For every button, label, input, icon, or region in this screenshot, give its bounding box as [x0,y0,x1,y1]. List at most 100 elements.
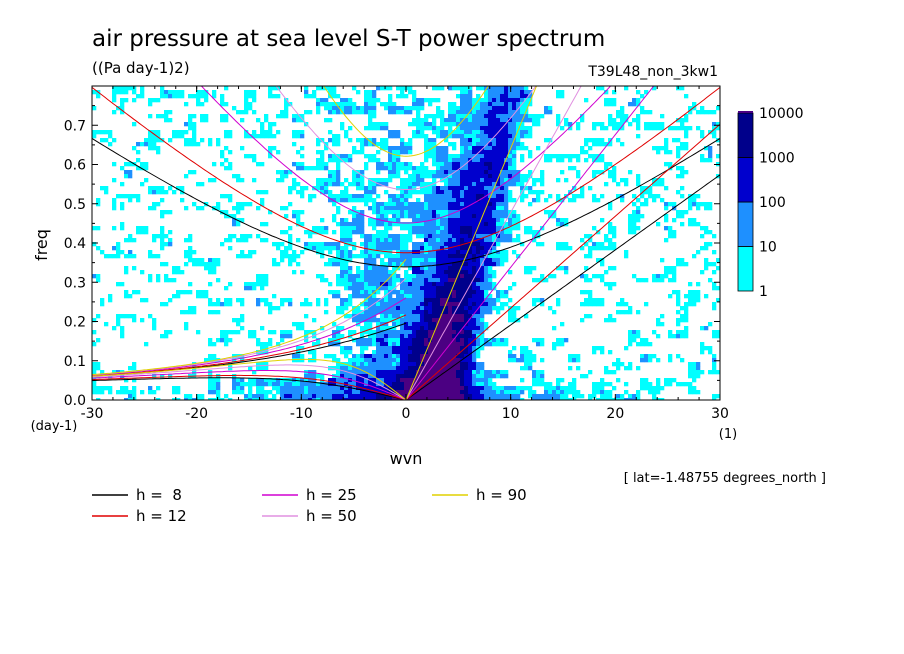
heatmap-cell [156,202,161,207]
heatmap-cell [444,274,449,279]
heatmap-cell [320,278,325,283]
heatmap-cell [444,210,449,215]
heatmap-cell [320,150,325,155]
heatmap-cell [336,390,341,395]
heatmap-cell [428,366,433,371]
heatmap-cell [504,182,509,187]
heatmap-cell [596,122,601,127]
heatmap-cell [356,186,361,191]
heatmap-cell [312,378,317,383]
heatmap-cell [492,150,497,155]
heatmap-cell [420,278,425,283]
heatmap-cell [280,250,285,255]
heatmap-cell [528,154,533,159]
heatmap-cell [372,374,377,379]
heatmap-cell [360,302,365,307]
heatmap-cell [216,206,221,211]
heatmap-cell [364,294,369,299]
heatmap-cell [188,398,193,400]
heatmap-cell [472,194,477,199]
heatmap-cell [452,122,457,127]
heatmap-cell [384,126,389,131]
heatmap-cell [708,370,713,375]
heatmap-cell [508,138,513,143]
heatmap-cell [476,154,481,159]
heatmap-cell [332,158,337,163]
heatmap-cell [488,258,493,263]
heatmap-cell [100,298,105,303]
heatmap-cell [368,98,373,103]
heatmap-cell [692,202,697,207]
heatmap-cell [492,122,497,127]
heatmap-cell [264,130,269,135]
heatmap-cell [648,122,653,127]
heatmap-cell [460,194,465,199]
heatmap-cell [328,170,333,175]
heatmap-cell [376,282,381,287]
heatmap-cell [408,202,413,207]
heatmap-cell [496,198,501,203]
heatmap-cell [420,338,425,343]
heatmap-cell [404,234,409,239]
heatmap-cell [404,390,409,395]
heatmap-cell [328,106,333,111]
heatmap-cell [172,398,177,400]
heatmap-cell [452,162,457,167]
heatmap-cell [228,166,233,171]
heatmap-cell [96,390,101,395]
heatmap-cell [380,266,385,271]
heatmap-cell [452,246,457,251]
heatmap-cell [160,214,165,219]
heatmap-cell [464,94,469,99]
heatmap-cell [460,130,465,135]
heatmap-cell [428,226,433,231]
heatmap-cell [92,130,97,135]
heatmap-cell [552,326,557,331]
heatmap-cell [296,162,301,167]
heatmap-cell [160,86,165,91]
heatmap-cell [460,206,465,211]
heatmap-cell [400,202,405,207]
heatmap-cell [204,290,209,295]
heatmap-cell [412,134,417,139]
heatmap-cell [488,202,493,207]
heatmap-cell [584,266,589,271]
heatmap-cell [384,218,389,223]
heatmap-cell [424,326,429,331]
heatmap-cell [160,262,165,267]
heatmap-cell [448,122,453,127]
heatmap-cell [696,126,701,131]
heatmap-cell [324,298,329,303]
heatmap-cell [452,358,457,363]
heatmap-cell [356,318,361,323]
heatmap-cell [376,202,381,207]
heatmap-cell [676,214,681,219]
heatmap-cell [312,398,317,400]
heatmap-cell [476,330,481,335]
heatmap-cell [128,390,133,395]
heatmap-cell [336,182,341,187]
heatmap-cell [640,358,645,363]
heatmap-cell [332,102,337,107]
heatmap-cell [476,318,481,323]
heatmap-cell [476,338,481,343]
heatmap-cell [372,366,377,371]
heatmap-cell [392,202,397,207]
heatmap-cell [520,178,525,183]
heatmap-cell [508,146,513,151]
heatmap-cell [400,142,405,147]
heatmap-cell [256,338,261,343]
heatmap-cell [252,282,257,287]
heatmap-cell [112,138,117,143]
heatmap-cell [296,390,301,395]
heatmap-cell [472,142,477,147]
heatmap-cell [508,162,513,167]
heatmap-cell [556,218,561,223]
heatmap-cell [440,266,445,271]
heatmap-cell [420,134,425,139]
heatmap-cell [476,226,481,231]
heatmap-cell [316,394,321,399]
heatmap-cell [452,110,457,115]
heatmap-cell [212,258,217,263]
heatmap-cell [560,266,565,271]
